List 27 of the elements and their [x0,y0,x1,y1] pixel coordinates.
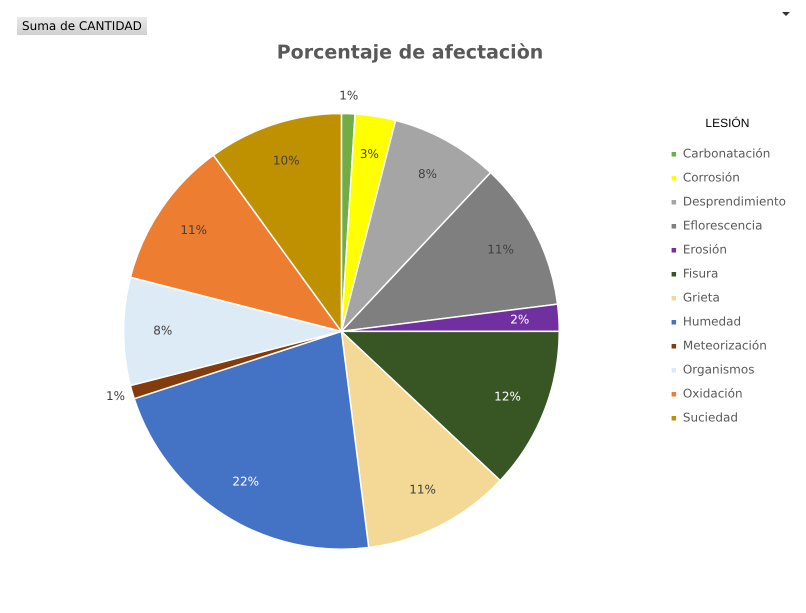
legend-label: Erosión [682,242,727,256]
data-label: 1% [339,88,358,102]
legend-label: Meteorización [682,338,767,352]
legend-label: Carbonatación [682,146,770,160]
data-label: 12% [494,389,521,404]
data-label: 2% [510,312,530,326]
text: Suma de CANTIDAD [17,17,147,35]
legend-label: Suciedad [682,410,738,424]
legend-label: Fisura [682,266,718,280]
data-label: 22% [232,474,260,488]
legend-label: Oxidación [682,386,743,400]
legend-label: Corrosión [682,170,740,184]
data-label: 11% [180,223,208,238]
data-label: 11% [487,242,514,256]
data-label: 8% [153,324,172,338]
legend-title: LESIÓN [705,116,750,130]
data-label: 10% [272,154,300,168]
data-label: 1% [106,389,126,404]
legend-label: Eflorescencia [682,218,763,232]
legend-label: Desprendimiento [682,194,786,208]
data-label: 11% [409,482,436,497]
legend-label: Grieta [682,290,720,304]
legend-label: Humedad [682,314,742,328]
chart-title: Porcentaje de afectaciòn [276,41,544,64]
data-label: 3% [360,147,379,162]
data-label: 8% [418,166,437,181]
legend-label: Organismos [682,362,754,376]
